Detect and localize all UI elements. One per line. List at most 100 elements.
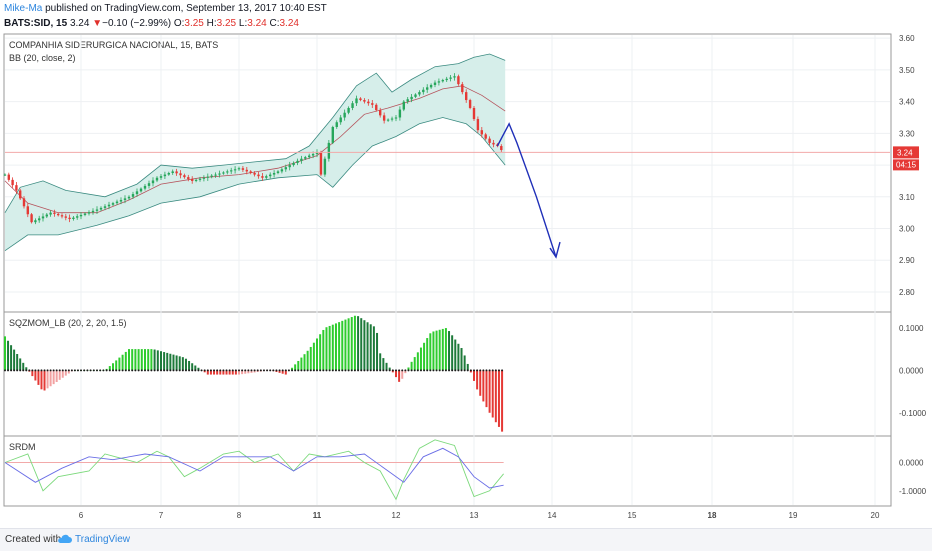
candle-body xyxy=(418,92,421,95)
squeeze-dot xyxy=(4,369,6,372)
srdm-tick-label: 0.0000 xyxy=(899,459,924,468)
candle-body xyxy=(41,216,45,219)
momentum-bar xyxy=(466,363,469,371)
srdm-pane-border xyxy=(3,435,892,507)
candle-body xyxy=(123,198,127,200)
time-tick-label: 8 xyxy=(237,511,242,520)
candle-body xyxy=(461,84,464,93)
momentum-bar xyxy=(482,370,485,402)
candle-body xyxy=(331,127,334,143)
candle-body xyxy=(135,191,139,195)
squeeze-dot xyxy=(121,369,124,372)
candle-body xyxy=(311,153,315,156)
open-value: 3.25 xyxy=(184,18,204,29)
squeeze-dot xyxy=(160,369,162,372)
momentum-bar xyxy=(163,352,166,371)
squeeze-momentum-pane[interactable]: SQZMOM_LB (20, 2, 20, 1.5) xyxy=(3,311,892,437)
candle-body xyxy=(367,101,370,104)
squeeze-dot xyxy=(278,369,281,372)
squeeze-dot xyxy=(463,369,466,372)
candle-body xyxy=(7,174,10,180)
squeeze-dot xyxy=(76,369,79,372)
squeeze-dot xyxy=(460,369,463,372)
squeeze-dot xyxy=(382,369,385,372)
candle-body xyxy=(296,160,299,163)
squeeze-dot xyxy=(73,369,76,372)
momentum-bar xyxy=(124,351,127,371)
momentum-bar xyxy=(115,360,118,371)
author-link[interactable]: Mike-Ma xyxy=(4,3,43,14)
momentum-bar xyxy=(134,349,137,371)
momentum-bar xyxy=(357,316,360,371)
squeeze-dot xyxy=(281,369,284,372)
candle-body xyxy=(233,169,237,171)
momentum-bar xyxy=(382,358,385,371)
momentum-bar xyxy=(341,320,344,371)
momentum-bar xyxy=(451,335,454,371)
squeeze-dot xyxy=(501,369,504,372)
momentum-bar xyxy=(197,367,200,371)
candle-body xyxy=(257,174,260,177)
chart-canvas[interactable]: COMPANHIA SIDERURGICA NACIONAL, 15, BATS… xyxy=(0,32,932,528)
tradingview-cloud-icon xyxy=(57,533,73,548)
candle-body xyxy=(22,198,26,207)
momentum-bar xyxy=(281,370,284,374)
squeeze-dot xyxy=(137,369,140,372)
squeeze-dot xyxy=(250,369,253,372)
momentum-bar xyxy=(350,317,353,371)
candle-body xyxy=(191,179,194,181)
candle-body xyxy=(253,173,256,175)
countdown-badge xyxy=(893,159,919,171)
momentum-bar xyxy=(413,357,416,371)
candle-body xyxy=(269,174,272,177)
squeeze-dot xyxy=(178,369,181,372)
momentum-bar xyxy=(43,370,46,391)
momentum-bar xyxy=(407,367,410,371)
momentum-bar xyxy=(319,334,322,371)
forecast-arrow-line xyxy=(496,122,557,258)
candle-body xyxy=(119,199,123,202)
candle-body xyxy=(49,212,52,215)
squeeze-dot xyxy=(347,369,350,372)
squeeze-dot xyxy=(128,369,130,372)
candle-body xyxy=(222,172,225,174)
squeeze-dot xyxy=(395,369,397,372)
momentum-bar xyxy=(291,367,294,371)
momentum-bar xyxy=(49,370,52,387)
candle-body xyxy=(433,82,437,85)
squeeze-dot xyxy=(80,369,82,372)
momentum-bar xyxy=(444,328,447,371)
squeeze-dot xyxy=(482,369,485,372)
tradingview-brand-link[interactable]: TradingView xyxy=(75,534,131,545)
price-tick-label: 3.60 xyxy=(899,34,915,43)
squeeze-dot xyxy=(303,369,306,372)
time-axis[interactable]: 6 7 8 11 12 13 14 15 18 19 20 xyxy=(79,511,880,520)
momentum-bar xyxy=(37,370,40,385)
momentum-bar xyxy=(485,370,488,408)
candle-body xyxy=(34,220,37,223)
squeeze-dot xyxy=(275,369,278,372)
squeeze-dot xyxy=(28,369,31,372)
last-price: 3.24 xyxy=(69,18,90,29)
candle-body xyxy=(151,180,155,184)
momentum-bar xyxy=(238,370,240,375)
squeeze-dot xyxy=(40,369,43,372)
squeeze-dot xyxy=(448,369,451,372)
candle-body xyxy=(276,171,280,173)
candle-body xyxy=(261,176,264,178)
srdm-pane[interactable]: SRDM xyxy=(3,435,892,507)
momentum-bar xyxy=(153,349,156,371)
momentum-bar xyxy=(306,350,309,371)
squeeze-dot xyxy=(366,369,369,372)
momentum-bar xyxy=(22,362,25,371)
candle-body xyxy=(390,118,394,120)
candle-body xyxy=(379,110,382,116)
momentum-bar xyxy=(118,357,121,371)
momentum-bar xyxy=(360,318,363,371)
squeeze-dot xyxy=(485,369,488,372)
squeeze-dot xyxy=(34,369,37,372)
main-pane-title: COMPANHIA SIDERURGICA NACIONAL, 15, BATS xyxy=(9,40,218,50)
squeeze-dot xyxy=(262,369,265,372)
srdm-fast-line xyxy=(4,439,504,501)
squeeze-indicator-label: SQZMOM_LB (20, 2, 20, 1.5) xyxy=(9,318,127,328)
